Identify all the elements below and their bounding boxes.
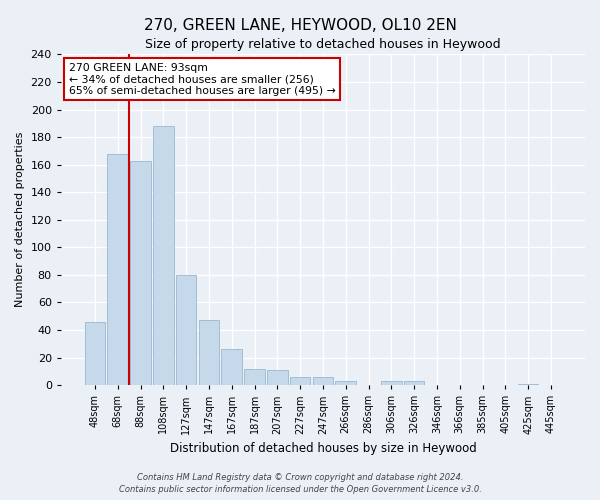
Bar	[335, 381, 356, 385]
Y-axis label: Number of detached properties: Number of detached properties	[15, 132, 25, 308]
Bar	[404, 381, 424, 385]
Bar	[518, 384, 538, 385]
Text: Contains HM Land Registry data © Crown copyright and database right 2024.
Contai: Contains HM Land Registry data © Crown c…	[119, 472, 481, 494]
Bar	[313, 377, 333, 385]
Text: 270, GREEN LANE, HEYWOOD, OL10 2EN: 270, GREEN LANE, HEYWOOD, OL10 2EN	[143, 18, 457, 32]
Text: 270 GREEN LANE: 93sqm
← 34% of detached houses are smaller (256)
65% of semi-det: 270 GREEN LANE: 93sqm ← 34% of detached …	[68, 62, 335, 96]
Bar	[221, 350, 242, 385]
Bar	[199, 320, 219, 385]
Bar	[267, 370, 287, 385]
Bar	[107, 154, 128, 385]
Bar	[176, 275, 196, 385]
Bar	[381, 381, 401, 385]
Bar	[153, 126, 173, 385]
Bar	[290, 377, 310, 385]
X-axis label: Distribution of detached houses by size in Heywood: Distribution of detached houses by size …	[170, 442, 476, 455]
Bar	[244, 368, 265, 385]
Title: Size of property relative to detached houses in Heywood: Size of property relative to detached ho…	[145, 38, 501, 51]
Bar	[130, 160, 151, 385]
Bar	[85, 322, 105, 385]
